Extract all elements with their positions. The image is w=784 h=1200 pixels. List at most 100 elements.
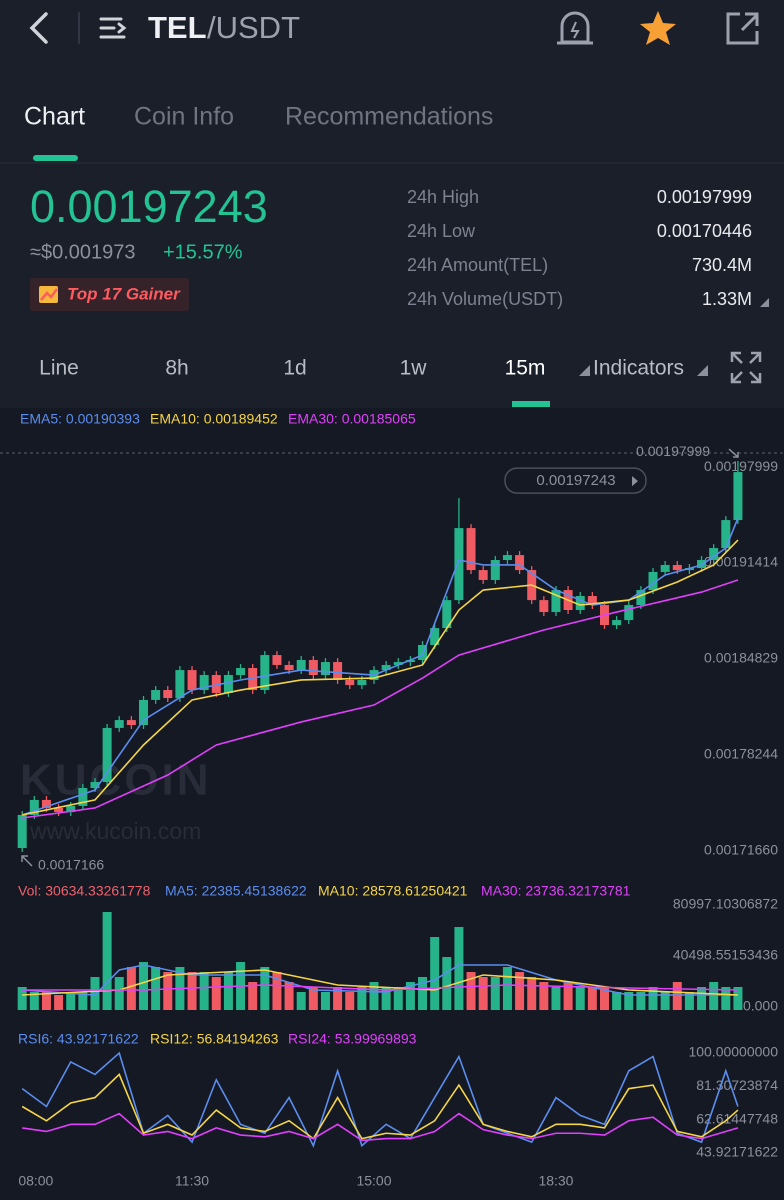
y-tick-label: 0.00197999 bbox=[704, 458, 778, 474]
candle-body bbox=[260, 655, 270, 691]
candle-body bbox=[515, 555, 525, 571]
volume-bar bbox=[624, 992, 634, 1010]
candle-body bbox=[90, 782, 100, 788]
candle-body bbox=[393, 662, 403, 665]
tab[interactable]: Coin Info bbox=[134, 103, 234, 131]
candle-body bbox=[466, 528, 476, 571]
last-price-pill bbox=[504, 467, 647, 494]
candle-body bbox=[175, 670, 185, 699]
volume-bar bbox=[405, 982, 415, 1010]
indicators-button[interactable]: Indicators bbox=[593, 357, 684, 380]
candle-body bbox=[575, 596, 585, 611]
fullscreen-button[interactable] bbox=[730, 351, 762, 384]
stat-label: 24h Volume(USDT) bbox=[407, 289, 563, 309]
price-change: +15.57% bbox=[163, 241, 243, 263]
watermark-url: www.kucoin.com bbox=[29, 818, 201, 844]
alert-icon[interactable] bbox=[557, 11, 593, 45]
volume-bar bbox=[41, 992, 51, 1010]
candle-body bbox=[357, 679, 367, 686]
timeframe[interactable]: 8h bbox=[165, 357, 188, 380]
tab[interactable]: Recommendations bbox=[285, 103, 493, 131]
indicator-line bbox=[21, 1073, 739, 1140]
candle-body bbox=[709, 548, 719, 561]
badge[interactable] bbox=[30, 278, 189, 311]
timeframe[interactable]: 1d bbox=[283, 357, 306, 380]
back-button[interactable] bbox=[29, 12, 48, 44]
y-tick-label: 0.000 bbox=[743, 998, 778, 1014]
candle-body bbox=[442, 600, 452, 629]
candle-body bbox=[284, 664, 294, 671]
tab-indicator bbox=[33, 155, 78, 161]
candle-body bbox=[502, 555, 512, 561]
low-marker-arrow bbox=[21, 855, 33, 867]
candle-body bbox=[151, 690, 161, 700]
x-tick-label: 08:00 bbox=[18, 1173, 53, 1189]
low-marker: 0.0017166 bbox=[38, 857, 104, 873]
candle-body bbox=[612, 620, 622, 626]
legend-entry: MA10: 28578.61250421 bbox=[318, 883, 468, 899]
high-marker: 0.00197999 bbox=[636, 443, 710, 459]
candle-body bbox=[17, 814, 27, 849]
timeframe-active[interactable]: 15m bbox=[505, 357, 546, 380]
volume-bar bbox=[442, 957, 452, 1010]
candle-body bbox=[418, 644, 428, 661]
volume-bar bbox=[102, 912, 112, 1010]
volume-bar bbox=[29, 992, 39, 1010]
candle-body bbox=[248, 668, 258, 691]
candle-body bbox=[430, 628, 440, 645]
volume-bar bbox=[381, 987, 391, 1010]
candle-body bbox=[345, 679, 355, 686]
timeframe[interactable]: 1w bbox=[400, 357, 428, 380]
candle-body bbox=[672, 564, 682, 571]
volume-bar bbox=[660, 992, 670, 1010]
favorite-star[interactable] bbox=[640, 11, 676, 45]
y-tick-label: 0.00191414 bbox=[704, 554, 778, 570]
stat-toggle[interactable] bbox=[760, 298, 769, 307]
timeframe[interactable]: Line bbox=[39, 357, 79, 380]
candle-body bbox=[211, 675, 221, 693]
volume-bar bbox=[17, 987, 27, 1010]
y-tick-label: 81.30723874 bbox=[696, 1077, 778, 1093]
candle-body bbox=[648, 571, 658, 591]
indicator-arrow bbox=[697, 365, 708, 376]
y-tick-label: 40498.55153436 bbox=[673, 947, 778, 963]
volume-bar bbox=[66, 992, 76, 1010]
volume-bar bbox=[563, 982, 573, 1010]
candle-body bbox=[66, 805, 76, 813]
volume-bar bbox=[697, 987, 707, 1010]
volume-bar bbox=[672, 982, 682, 1010]
candle-body bbox=[636, 590, 646, 606]
indicator-line bbox=[21, 517, 739, 816]
tab-active[interactable]: Chart bbox=[24, 103, 85, 131]
volume-bar bbox=[126, 967, 136, 1010]
pair-menu[interactable] bbox=[99, 17, 127, 39]
volume-bar bbox=[345, 992, 355, 1010]
stat-label: 24h High bbox=[407, 187, 479, 207]
volume-bar bbox=[684, 992, 694, 1010]
candle-body bbox=[478, 570, 488, 580]
fiat-price: ≈$0.001973 bbox=[30, 241, 136, 263]
volume-bar bbox=[357, 987, 367, 1010]
badge-icon bbox=[39, 286, 58, 303]
legend-entry: EMA10: 0.00189452 bbox=[150, 411, 278, 427]
legend-entry: EMA30: 0.00185065 bbox=[288, 411, 416, 427]
legend-entry: EMA5: 0.00190393 bbox=[20, 411, 140, 427]
candle-body bbox=[126, 720, 136, 726]
last-price-label: 0.00197243 bbox=[536, 472, 615, 489]
candle-body bbox=[102, 727, 112, 783]
pair-quote: /USDT bbox=[207, 10, 300, 45]
y-tick-label: 0.00178244 bbox=[704, 746, 778, 762]
candle-body bbox=[187, 670, 197, 691]
volume-bar bbox=[369, 982, 379, 1010]
candle-body bbox=[78, 787, 88, 806]
x-tick-label: 11:30 bbox=[175, 1173, 209, 1189]
stat-value: 0.00170446 bbox=[657, 221, 752, 241]
legend-entry: RSI12: 56.84194263 bbox=[150, 1031, 279, 1047]
volume-bar bbox=[502, 967, 512, 1010]
candle-body bbox=[660, 564, 670, 572]
legend-entry: RSI24: 53.99969893 bbox=[288, 1031, 417, 1047]
share-icon[interactable] bbox=[726, 12, 759, 45]
legend-entry: MA5: 22385.45138622 bbox=[165, 883, 307, 899]
chart-background bbox=[0, 408, 784, 1200]
